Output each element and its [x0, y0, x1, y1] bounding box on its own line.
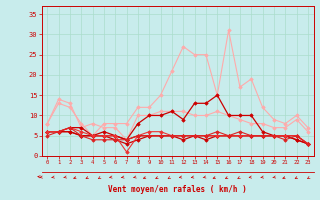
X-axis label: Vent moyen/en rafales ( km/h ): Vent moyen/en rafales ( km/h ) [108, 185, 247, 194]
